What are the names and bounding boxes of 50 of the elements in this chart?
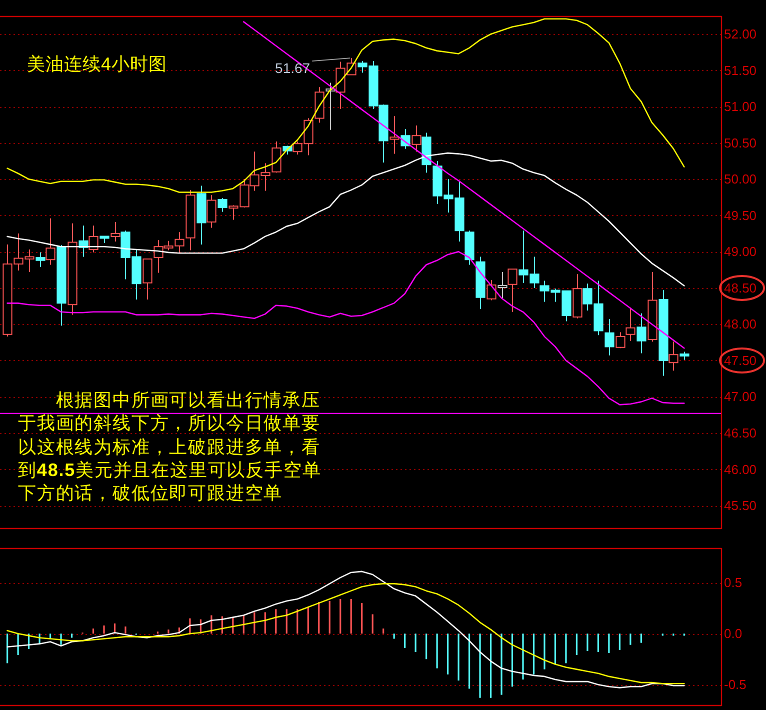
y-tick-label: 52.00 xyxy=(724,26,757,42)
y-tick-label: 47.00 xyxy=(724,389,757,404)
y-tick-label: 46.00 xyxy=(724,462,757,477)
candlestick xyxy=(36,252,46,268)
candlestick xyxy=(88,225,98,253)
y-tick-label: 49.50 xyxy=(724,208,757,223)
candlestick xyxy=(56,244,66,326)
candlestick xyxy=(422,132,432,174)
y-tick-label: 51.50 xyxy=(724,62,757,78)
candlestick xyxy=(668,341,678,372)
candlestick xyxy=(508,268,518,312)
y-tick-label: 46.50 xyxy=(724,426,757,440)
candlestick xyxy=(142,258,152,300)
candlestick xyxy=(412,125,422,152)
candlestick xyxy=(658,290,668,376)
y-tick-label: 48.00 xyxy=(724,316,757,332)
y-tick-label: -0.5 xyxy=(724,677,746,692)
y-tick-label: 51.00 xyxy=(724,99,757,114)
candlestick xyxy=(604,318,614,356)
candlestick xyxy=(46,218,56,266)
annotation: 根据图中所画可以看出行情承压于我画的斜线下方，所以今日做单要以这根线为标准，上破跟进多单，看到48.5美元并且在这里可以反手空单下方的话，破低位即可跟进空单 xyxy=(18,389,322,506)
line-series xyxy=(243,21,685,349)
candlestick xyxy=(476,256,486,310)
candlestick xyxy=(616,332,626,349)
candlestick xyxy=(626,307,636,342)
candlestick xyxy=(68,222,78,316)
candlestick xyxy=(572,274,582,319)
candlestick xyxy=(110,221,120,242)
candlestick xyxy=(648,272,658,342)
candlestick xyxy=(314,86,324,124)
y-tick-label: 47.50 xyxy=(724,352,757,368)
y-tick-label: 0.5 xyxy=(724,575,742,590)
y-tick-label: 45.50 xyxy=(724,498,757,514)
candlestick xyxy=(196,185,206,245)
candlestick xyxy=(636,312,646,354)
candlestick xyxy=(218,198,228,212)
y-tick-label: 48.50 xyxy=(724,280,757,296)
y-tick-label: 49.00 xyxy=(724,244,757,260)
line-series xyxy=(6,152,685,286)
line-series xyxy=(6,18,685,193)
candlestick xyxy=(100,236,110,244)
candlestick xyxy=(680,351,690,360)
candlestick xyxy=(390,116,400,154)
candlestick xyxy=(186,190,196,251)
y-tick-label: 0.0 xyxy=(724,626,742,642)
y-tick-label: 50.00 xyxy=(724,172,757,187)
text: 美油连续4小时图 xyxy=(27,53,168,76)
y-tick-label: 50.50 xyxy=(724,135,757,150)
candlestick xyxy=(206,194,216,228)
candlestick xyxy=(464,230,474,266)
